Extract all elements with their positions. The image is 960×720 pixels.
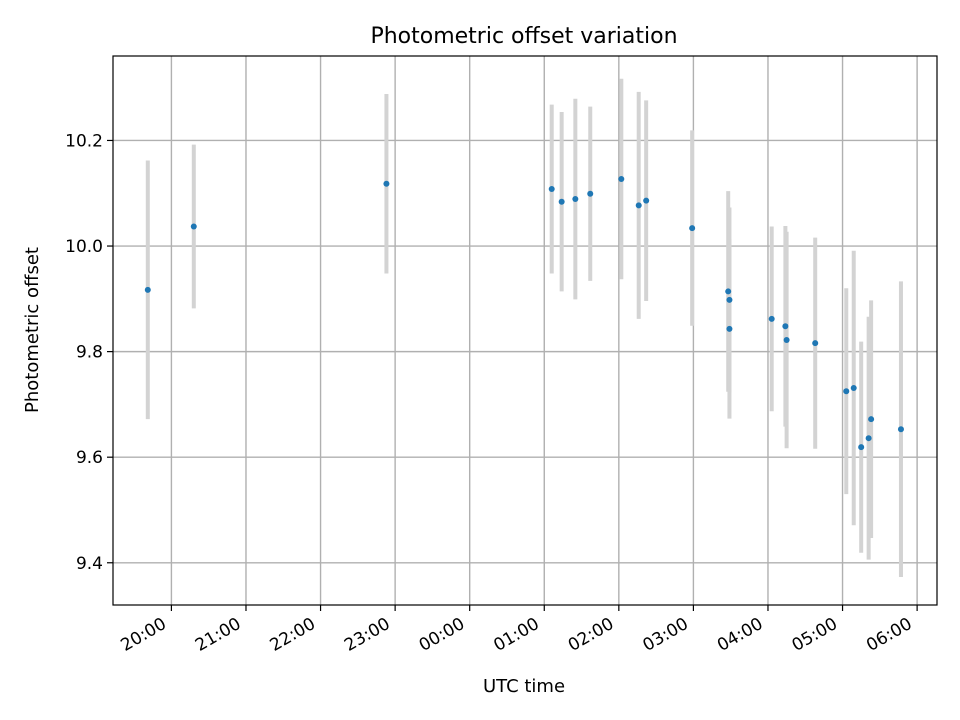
data-point <box>689 225 696 232</box>
data-point <box>726 325 733 332</box>
plot-frame <box>112 55 938 606</box>
y-tick-label: 9.6 <box>76 448 103 468</box>
data-point <box>782 323 789 330</box>
data-point <box>383 180 390 187</box>
y-axis-ticks: 9.4 9.6 9.8 10.0 10.2 <box>65 131 113 574</box>
data-point <box>783 337 790 344</box>
data-point <box>726 296 733 303</box>
x-tick-label: 22:00 <box>267 614 319 656</box>
x-tick-label: 03:00 <box>639 614 691 656</box>
grid <box>113 56 937 605</box>
data-point <box>618 175 625 182</box>
data-points <box>144 175 904 451</box>
data-point <box>897 426 904 433</box>
data-point <box>850 385 857 392</box>
x-axis-ticks: 20:00 21:00 22:00 23:00 00:00 01:00 02:00 03:00… <box>117 605 918 656</box>
chart-title: Photometric offset variation <box>370 24 677 49</box>
data-point <box>725 288 732 295</box>
x-tick-label: 02:00 <box>565 614 617 656</box>
data-point <box>558 198 565 205</box>
data-point <box>635 202 642 209</box>
data-point <box>768 315 775 322</box>
x-tick-label: 06:00 <box>863 614 915 656</box>
data-point <box>868 416 875 423</box>
data-point <box>865 435 872 442</box>
data-point <box>548 186 555 193</box>
x-tick-label: 20:00 <box>117 614 169 656</box>
errorbars <box>145 78 903 578</box>
x-tick-label: 21:00 <box>192 614 244 656</box>
x-tick-label: 05:00 <box>789 614 841 656</box>
x-tick-label: 01:00 <box>490 614 542 656</box>
data-point <box>843 388 850 395</box>
data-point <box>572 196 579 203</box>
x-tick-label: 23:00 <box>341 614 393 656</box>
y-tick-label: 10.2 <box>65 131 103 151</box>
x-tick-label: 00:00 <box>416 614 468 656</box>
data-point <box>587 190 594 197</box>
data-point <box>812 340 819 347</box>
data-point <box>144 286 151 293</box>
x-axis-label: UTC time <box>483 676 565 697</box>
y-tick-label: 9.8 <box>76 343 103 363</box>
y-tick-label: 10.0 <box>65 237 103 257</box>
x-tick-label: 04:00 <box>714 614 766 656</box>
data-point <box>643 197 650 204</box>
y-axis-label: Photometric offset <box>22 247 43 413</box>
data-point <box>858 444 865 451</box>
data-point <box>190 223 197 230</box>
y-tick-label: 9.4 <box>76 554 103 574</box>
